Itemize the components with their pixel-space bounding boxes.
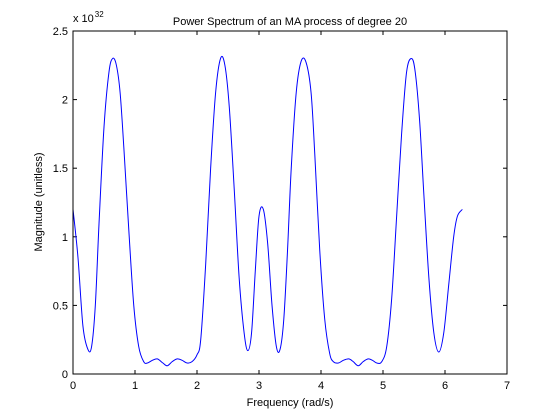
labels-layer: 0 1 2 3 4 5 6 7 0 0.5 1 1.5 2 2.5 xyxy=(53,26,510,392)
x-tick-label: 3 xyxy=(256,380,262,392)
y-tick-label: 1.5 xyxy=(53,163,68,175)
plot-frame xyxy=(72,30,508,375)
y-multiplier: x 1032 xyxy=(73,10,104,25)
x-tick-label: 7 xyxy=(504,380,510,392)
y-tick-label: 1 xyxy=(62,232,68,244)
x-tick-label: 5 xyxy=(380,380,386,392)
x-axis-title: Frequency (rad/s) xyxy=(247,397,334,409)
x-tick-label: 0 xyxy=(70,380,76,392)
x-tick-label: 2 xyxy=(194,380,200,392)
spectrum-line xyxy=(72,55,463,367)
y-multiplier-base: x 10 xyxy=(73,13,94,25)
x-tick-label: 1 xyxy=(132,380,138,392)
y-tick-label: 0 xyxy=(62,369,68,381)
chart-title: Power Spectrum of an MA process of degre… xyxy=(173,16,407,28)
y-multiplier-exponent: 32 xyxy=(95,10,104,19)
x-tick-label: 4 xyxy=(318,380,324,392)
y-tick-label: 2.5 xyxy=(53,26,68,38)
y-tick-label: 0.5 xyxy=(53,300,68,312)
y-tick-label: 2 xyxy=(62,95,68,107)
y-axis-title: Magnitude (unitless) xyxy=(33,152,45,251)
x-tick-label: 6 xyxy=(442,380,448,392)
